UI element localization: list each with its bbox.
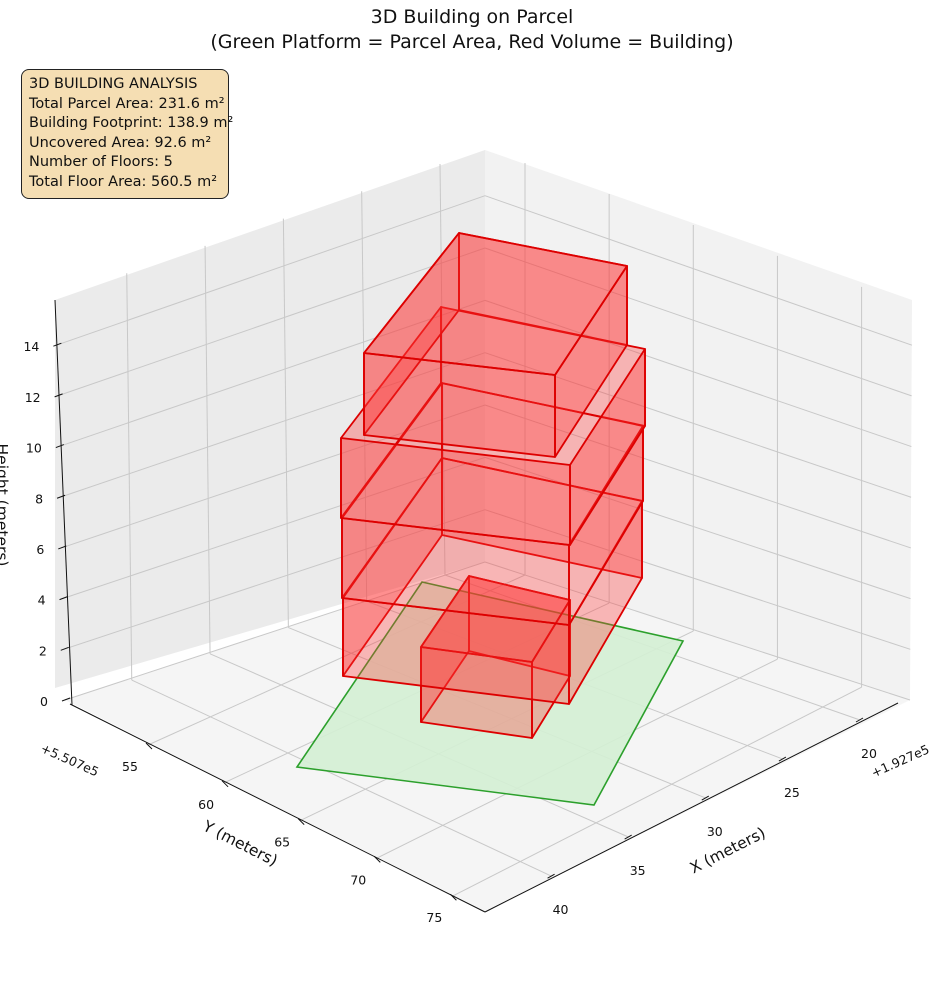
x-tick-mark (624, 834, 632, 840)
grid-line (484, 352, 912, 498)
x-tick-mark (855, 717, 864, 723)
grid-line (484, 561, 911, 701)
x-axis-label: X (meters) (687, 824, 769, 877)
y-axis-line (69, 703, 486, 913)
x-tick-mark (701, 795, 710, 801)
y-tick-mark (221, 780, 229, 788)
z-axis-line (54, 299, 73, 706)
grid-lines (56, 163, 913, 897)
y-tick-label: 60 (198, 797, 214, 812)
z-tick-mark (55, 444, 65, 449)
grid-line (57, 247, 486, 397)
grid-line (62, 456, 486, 600)
y-tick-mark (145, 742, 153, 750)
z-tick-mark (61, 697, 71, 702)
grid-line (452, 686, 862, 897)
tick-labels: 0 2 4 6 8 10 12 14 55 60 65 70 75 20 25 30 35 40 (23, 339, 877, 925)
y-tick-mark (450, 893, 457, 901)
grid-line (484, 247, 912, 397)
axis-ticks (53, 342, 864, 901)
z-axis-label: Height (meters) (0, 444, 11, 567)
z-tick-mark (53, 342, 62, 347)
x-tick-mark (547, 873, 555, 879)
z-tick-label: 4 (38, 593, 46, 608)
roof-face (363, 232, 628, 376)
x-tick-label: 35 (630, 863, 646, 878)
grid-line (63, 509, 486, 650)
y-tick-label: 70 (350, 872, 366, 887)
x-tick-mark (778, 756, 787, 762)
y-offset-label: +5.507e5 (39, 740, 102, 779)
info-line: Building Footprint: 138.9 m² (29, 115, 234, 132)
z-tick-label: 8 (35, 491, 43, 506)
grid-line (484, 404, 911, 549)
grid-line (131, 679, 552, 877)
chart-title-line-2: (Green Platform = Parcel Area, Red Volum… (210, 31, 734, 53)
z-tick-label: 6 (36, 542, 44, 557)
grid-line (484, 195, 913, 346)
grid-line (484, 299, 912, 448)
y-tick-mark (373, 856, 381, 863)
z-tick-mark (56, 494, 66, 499)
x-tick-label: 20 (861, 746, 877, 761)
grid-line (126, 273, 133, 681)
z-tick-mark (59, 596, 68, 601)
z-tick-label: 12 (25, 390, 41, 405)
grid-line (64, 561, 486, 701)
grid-line (59, 352, 486, 498)
x-tick-label: 25 (784, 785, 800, 800)
z-tick-label: 10 (26, 441, 42, 456)
z-tick-label: 2 (39, 643, 47, 658)
z-tick-mark (58, 545, 67, 550)
analysis-info-box: 3D BUILDING ANALYSIS Total Parcel Area: … (21, 69, 234, 199)
z-tick-label: 14 (23, 339, 39, 354)
chart-title-line-1: 3D Building on Parcel (370, 6, 574, 28)
y-tick-label: 65 (274, 835, 290, 850)
building-volume (340, 232, 646, 739)
grid-line (439, 163, 446, 576)
z-tick-mark (54, 393, 63, 398)
z-tick-mark (60, 646, 69, 651)
grid-line (282, 218, 289, 628)
info-heading: 3D BUILDING ANALYSIS (29, 76, 198, 92)
x-offset-label: +1.927e5 (869, 741, 932, 780)
y-axis-label: Y (meters) (199, 817, 280, 870)
x-tick-label: 40 (553, 902, 569, 917)
y-tick-label: 75 (426, 910, 442, 925)
info-line: Uncovered Area: 92.6 m² (29, 134, 212, 151)
grid-line (204, 245, 211, 654)
grid-line (61, 404, 486, 549)
info-line: Number of Floors: 5 (29, 154, 173, 171)
x-tick-label: 30 (707, 824, 723, 839)
grid-line (484, 509, 911, 650)
y-tick-mark (297, 818, 305, 825)
info-line: Total Parcel Area: 231.6 m² (29, 95, 225, 112)
floor-4-face (340, 437, 571, 546)
grid-line (58, 299, 486, 448)
x-axis-line (484, 702, 899, 913)
y-tick-label: 55 (122, 759, 138, 774)
grid-line (484, 456, 911, 600)
left-back-pane (55, 150, 485, 688)
info-line: Total Floor Area: 560.5 m² (29, 173, 218, 190)
floor-1-face (420, 575, 571, 663)
z-tick-label: 0 (40, 694, 48, 709)
